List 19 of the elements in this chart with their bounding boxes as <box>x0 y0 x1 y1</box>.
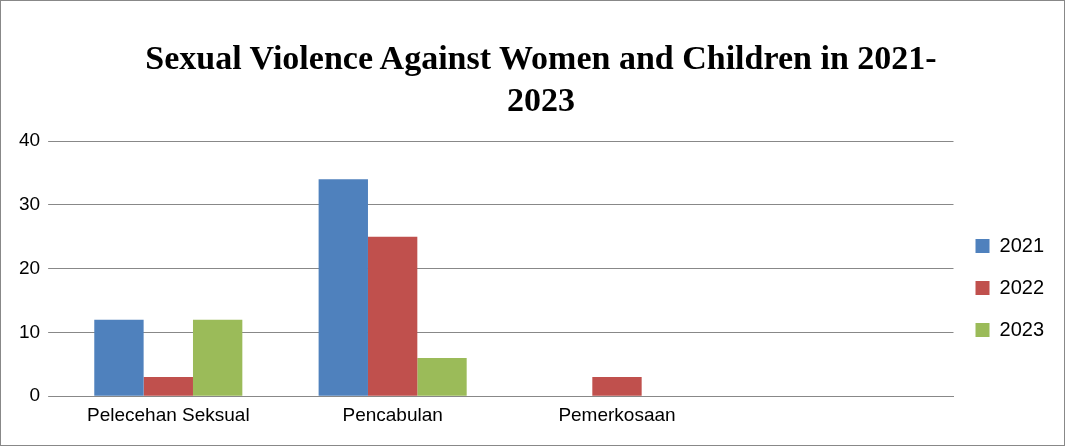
x-tick-label: Pemerkosaan <box>558 403 676 425</box>
y-tick-label: 30 <box>18 193 41 215</box>
bar <box>94 319 144 396</box>
legend-label: 2021 <box>999 233 1045 256</box>
y-tick-label: 40 <box>18 129 41 151</box>
x-tick-label: Pelecehan Seksual <box>86 403 250 425</box>
y-tick-label: 0 <box>29 384 41 406</box>
bar <box>192 319 243 396</box>
chart-title: Sexual Violence Against Women and Children in 2021-2023 <box>144 38 938 120</box>
bar <box>417 357 467 396</box>
legend-label: 2022 <box>999 275 1045 298</box>
bar <box>318 179 368 396</box>
bar <box>592 377 642 396</box>
y-tick-label: 10 <box>18 320 41 342</box>
bar <box>143 377 193 396</box>
legend-label: 2023 <box>999 317 1045 340</box>
bar <box>367 236 418 396</box>
y-tick-label: 20 <box>18 256 41 278</box>
x-tick-label: Pencabulan <box>342 403 443 425</box>
